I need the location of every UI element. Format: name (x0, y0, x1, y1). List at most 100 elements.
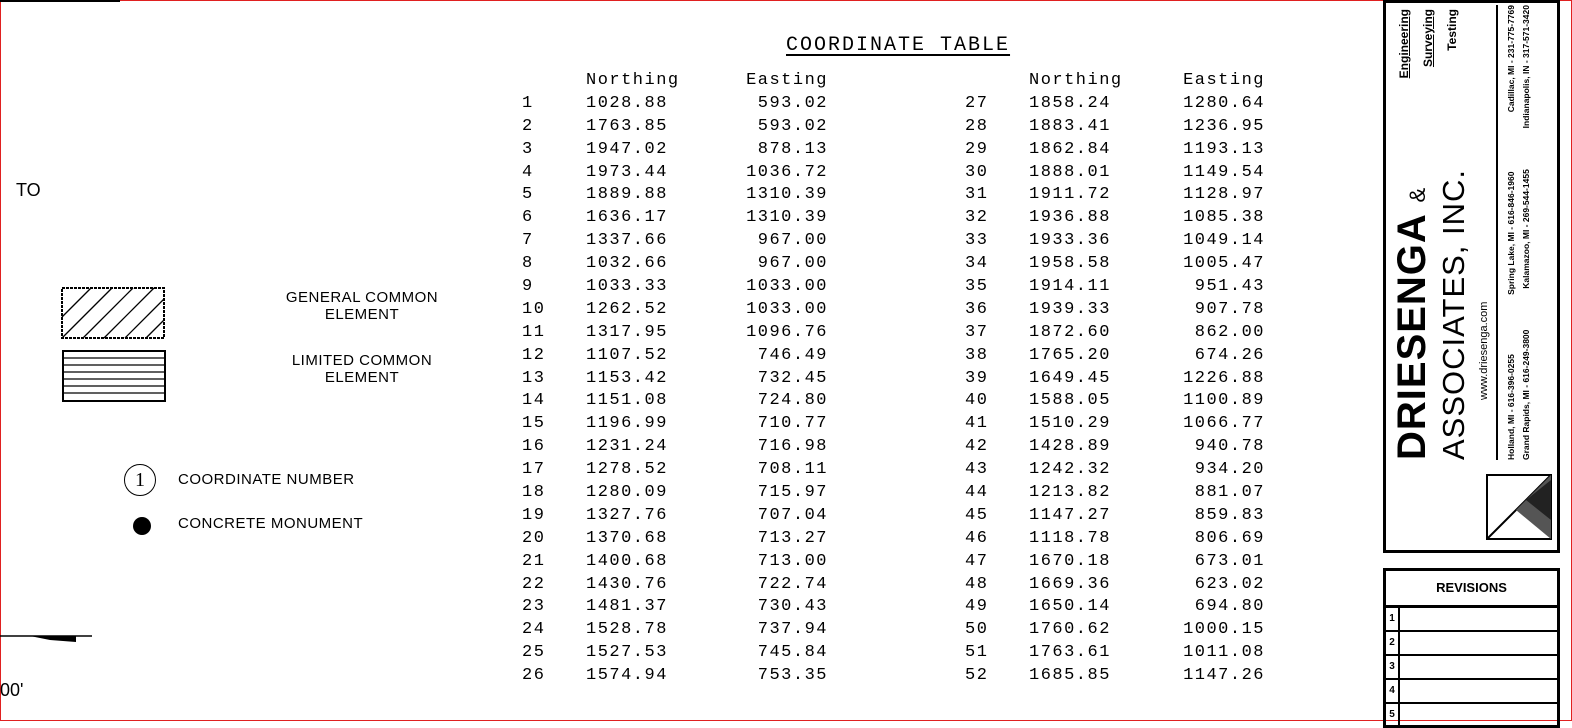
table-row: 19 1327.76 707.04 (522, 505, 828, 528)
coordinate-number: 19 (522, 505, 546, 525)
table-row: 52 1685.85 1147.26 (965, 665, 1265, 688)
revision-number: 3 (1386, 656, 1400, 678)
table-row: 23 1481.37 730.43 (522, 596, 828, 619)
coordinate-number: 23 (522, 597, 546, 617)
table-header-row: Northing Easting (522, 70, 828, 93)
coordinate-number: 34 (965, 254, 989, 274)
revision-number: 1 (1386, 608, 1400, 630)
coordinate-number: 4 (522, 162, 534, 182)
office: Kalamazoo, MI - 269-544-1455 (1521, 169, 1531, 289)
coordinate-number: 37 (965, 322, 989, 342)
easting: 673.01 (1194, 551, 1265, 571)
easting: 1280.64 (1183, 93, 1265, 113)
easting: 1193.13 (1183, 139, 1265, 159)
table-row: 22 1430.76 722.74 (522, 574, 828, 597)
coordinate-number: 3 (522, 139, 534, 159)
table-row: 35 1914.11 951.43 (965, 276, 1265, 299)
legend-line: ELEMENT (324, 306, 400, 323)
coordinate-table-right: Northing Easting 27 1858.24 1280.64 28 1883.41… (965, 70, 1265, 688)
northing: 1278.52 (586, 460, 668, 480)
northing: 1370.68 (586, 528, 668, 548)
northing: 1153.42 (586, 368, 668, 388)
northing: 1032.66 (586, 254, 668, 274)
northing: 1574.94 (586, 666, 668, 686)
northing: 1958.58 (1029, 254, 1111, 274)
northing: 1914.11 (1029, 277, 1111, 297)
office: Indianapolis, IN - 317-571-3420 (1521, 5, 1531, 129)
coordinate-number: 5 (522, 185, 534, 205)
coordinate-number: 21 (522, 551, 546, 571)
table-row: 33 1933.36 1049.14 (965, 230, 1265, 253)
coordinate-number: 40 (965, 391, 989, 411)
northing: 1118.78 (1029, 528, 1111, 548)
easting: 1310.39 (746, 185, 828, 205)
general-common-element-label: GENERAL COMMON ELEMENT (262, 289, 462, 323)
northing: 1213.82 (1029, 483, 1111, 503)
offices-row-2: Grand Rapids, MI - 616-249-3800 Kalamazo… (1521, 5, 1531, 460)
northing: 1973.44 (586, 162, 668, 182)
table-row: 8 1032.66 967.00 (522, 253, 828, 276)
northing: 1528.78 (586, 620, 668, 640)
table-row: 17 1278.52 708.11 (522, 459, 828, 482)
table-row: 45 1147.27 859.83 (965, 505, 1265, 528)
table-row: 49 1650.14 694.80 (965, 596, 1265, 619)
northing: 1862.84 (1029, 139, 1111, 159)
easting: 713.00 (757, 551, 828, 571)
service-testing: Testing (1445, 9, 1459, 51)
northing: 1763.85 (586, 116, 668, 136)
drawing-line (0, 0, 120, 2)
coordinate-number: 14 (522, 391, 546, 411)
general-common-element-hatch-icon (61, 287, 165, 339)
easting: 716.98 (757, 437, 828, 457)
company-logo-icon (1486, 474, 1552, 540)
coordinate-number: 32 (965, 208, 989, 228)
table-row: 24 1528.78 737.94 (522, 619, 828, 642)
table-row: 46 1118.78 806.69 (965, 528, 1265, 551)
easting: 746.49 (757, 345, 828, 365)
northing: 1685.85 (1029, 666, 1111, 686)
easting: 715.97 (757, 483, 828, 503)
header-easting: Easting (746, 71, 828, 90)
company-website: www.driesenga.com (1478, 301, 1490, 400)
office: Cadillac, MI - 231-775-7769 (1506, 5, 1516, 113)
table-row: 27 1858.24 1280.64 (965, 93, 1265, 116)
coordinate-number: 35 (965, 277, 989, 297)
coordinate-number: 33 (965, 231, 989, 251)
table-row: 44 1213.82 881.07 (965, 482, 1265, 505)
revision-row: 5 (1386, 704, 1557, 728)
northing: 1933.36 (1029, 231, 1111, 251)
table-row: 5 1889.88 1310.39 (522, 184, 828, 207)
table-row: 9 1033.33 1033.00 (522, 276, 828, 299)
easting: 1005.47 (1183, 254, 1265, 274)
table-row: 25 1527.53 745.84 (522, 642, 828, 665)
coordinate-number: 31 (965, 185, 989, 205)
limited-common-element-hatch-icon (62, 350, 166, 402)
easting: 732.45 (757, 368, 828, 388)
coordinate-number: 18 (522, 483, 546, 503)
table-row: 26 1574.94 753.35 (522, 665, 828, 688)
northing: 1400.68 (586, 551, 668, 571)
revision-row: 3 (1386, 656, 1557, 680)
table-row: 30 1888.01 1149.54 (965, 162, 1265, 185)
table-row: 51 1763.61 1011.08 (965, 642, 1265, 665)
northing: 1650.14 (1029, 597, 1111, 617)
easting: 1049.14 (1183, 231, 1265, 251)
table-row: 36 1939.33 907.78 (965, 299, 1265, 322)
table-row: 12 1107.52 746.49 (522, 345, 828, 368)
easting: 1310.39 (746, 208, 828, 228)
legend-line: ELEMENT (324, 369, 400, 386)
easting: 722.74 (757, 574, 828, 594)
title-block: DRIESENGA & ASSOCIATES, INC. www.driesen… (1383, 0, 1560, 553)
table-row: 7 1337.66 967.00 (522, 230, 828, 253)
revision-number: 2 (1386, 632, 1400, 654)
coordinate-number: 51 (965, 643, 989, 663)
table-row: 29 1862.84 1193.13 (965, 139, 1265, 162)
table-row: 31 1911.72 1128.97 (965, 184, 1265, 207)
easting: 1149.54 (1183, 162, 1265, 182)
northing: 1527.53 (586, 643, 668, 663)
to-label: TO (16, 180, 41, 200)
header-northing: Northing (1029, 71, 1123, 90)
easting: 1033.00 (746, 299, 828, 319)
easting: 940.78 (1194, 437, 1265, 457)
revision-row: 4 (1386, 680, 1557, 704)
